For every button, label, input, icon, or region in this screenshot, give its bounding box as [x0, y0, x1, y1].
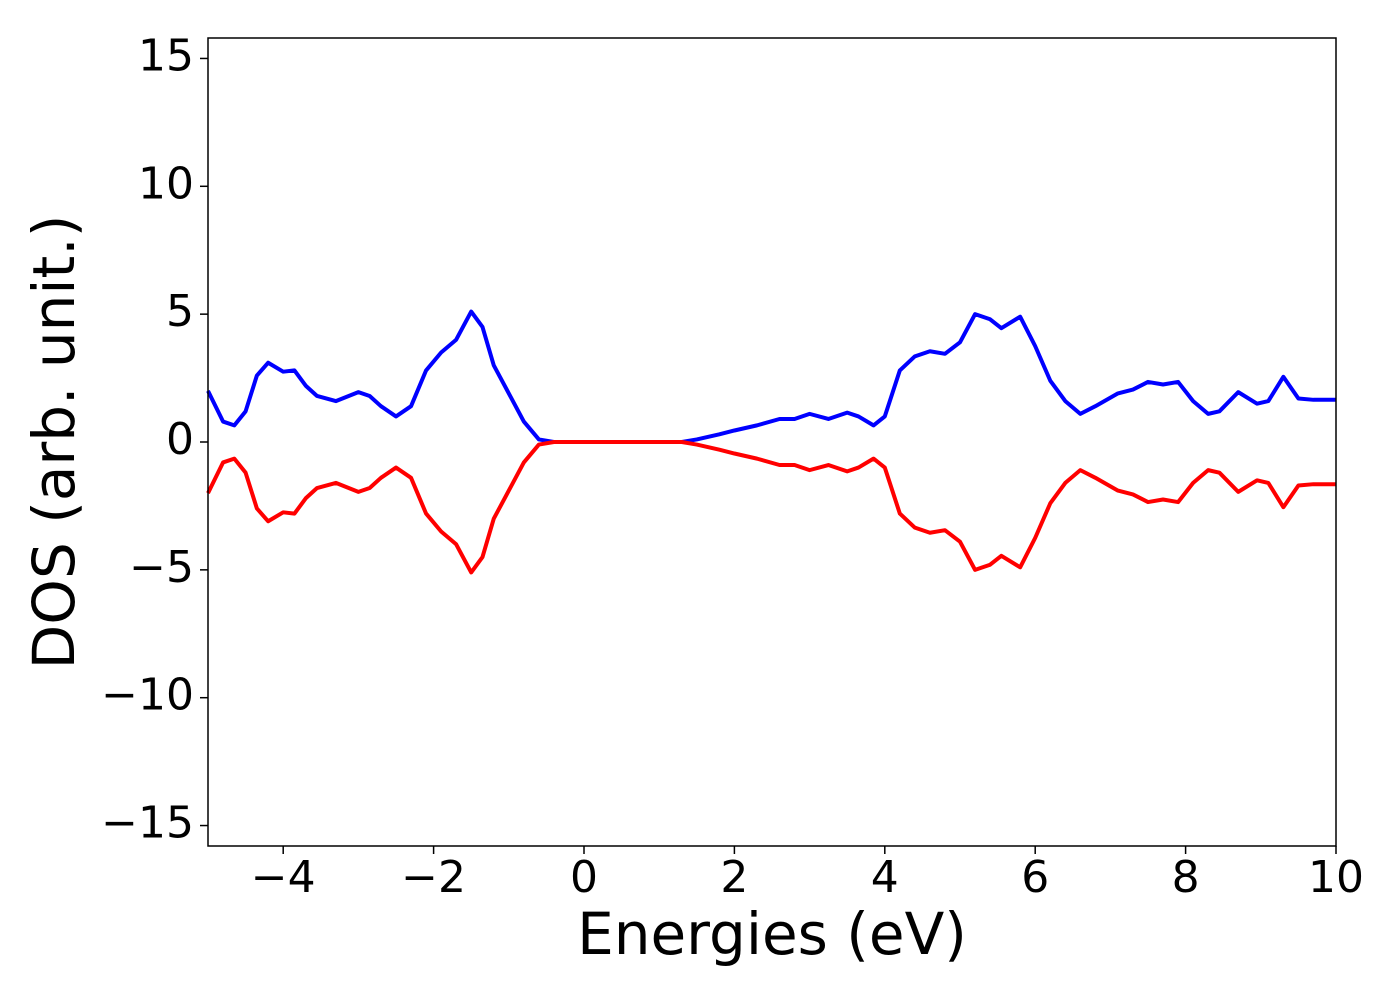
- y-tick-label: −5: [129, 542, 194, 593]
- y-axis-label: DOS (arb. unit.): [20, 215, 88, 670]
- y-tick-label: −15: [101, 798, 194, 849]
- x-tick-label: −2: [401, 852, 466, 903]
- x-axis-label: Energies (eV): [577, 900, 967, 968]
- series-line: [206, 309, 1336, 444]
- x-tick-label: 8: [1172, 852, 1200, 903]
- x-tick-label: 4: [871, 852, 899, 903]
- y-tick-label: −10: [101, 670, 194, 721]
- y-tick-label: 0: [166, 414, 194, 465]
- x-tick-label: 10: [1308, 852, 1364, 903]
- x-tick-label: 2: [720, 852, 748, 903]
- y-tick-label: 5: [166, 286, 194, 337]
- y-tick-label: 15: [138, 30, 194, 81]
- y-tick-label: 10: [138, 158, 194, 209]
- plot-frame: [207, 37, 1337, 847]
- x-tick-label: −4: [251, 852, 316, 903]
- x-tick-label: 6: [1021, 852, 1049, 903]
- series-line: [206, 440, 1336, 575]
- x-tick-label: 0: [570, 852, 598, 903]
